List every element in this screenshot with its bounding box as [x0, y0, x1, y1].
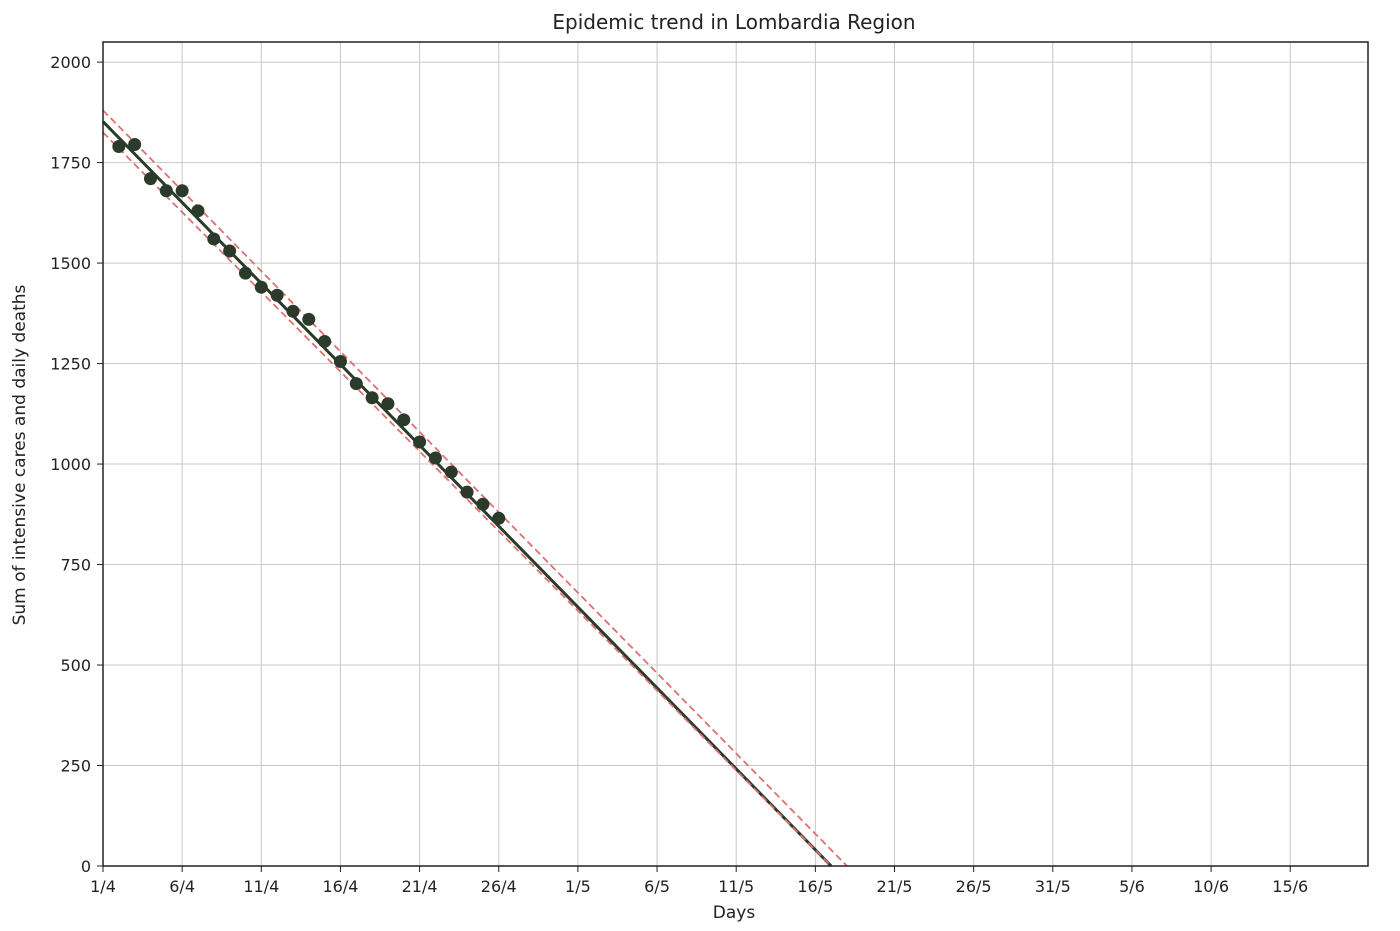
data-point [381, 397, 395, 411]
data-point [143, 172, 157, 186]
data-point [128, 137, 142, 151]
x-tick-label: 1/5 [565, 877, 591, 896]
data-point [349, 377, 363, 391]
x-tick-label: 16/5 [797, 877, 833, 896]
data-point [428, 451, 442, 465]
y-tick-label: 1250 [50, 355, 91, 374]
data-point [302, 312, 316, 326]
x-tick-label: 1/4 [90, 877, 116, 896]
y-tick-label: 2000 [50, 53, 91, 72]
x-tick-label: 10/6 [1193, 877, 1229, 896]
plot-frame [102, 41, 1369, 867]
x-tick-label: 11/4 [243, 877, 279, 896]
data-point [286, 304, 300, 318]
grid [102, 42, 1368, 867]
data-point [191, 204, 205, 218]
data-point [270, 288, 284, 302]
x-axis-label: Days [713, 903, 756, 923]
data-point [397, 413, 411, 427]
x-tick-label: 15/6 [1272, 877, 1308, 896]
y-tick-label: 750 [60, 556, 91, 575]
x-tick-label: 6/5 [644, 877, 670, 896]
confidence-band-line [102, 109, 848, 867]
data-point [444, 465, 458, 479]
data-point [460, 485, 474, 499]
x-tick-label: 21/5 [877, 877, 913, 896]
data-point [112, 140, 126, 154]
x-tick-label: 11/5 [718, 877, 754, 896]
x-tick-label: 16/4 [322, 877, 358, 896]
data-point [476, 497, 490, 511]
y-tick-label: 250 [60, 757, 91, 776]
data-point [207, 232, 221, 246]
x-tick-label: 5/6 [1119, 877, 1145, 896]
y-tick-label: 1750 [50, 154, 91, 173]
data-point [318, 334, 332, 348]
x-axis: 1/4 6/4 11/4 16/4 21/4 26/4 1/5 6/5 11/5 16/5 21/5… [90, 866, 1308, 896]
x-tick-label: 6/4 [169, 877, 195, 896]
data-point [238, 266, 252, 280]
y-tick-label: 500 [60, 656, 91, 675]
data-point [365, 391, 379, 405]
y-tick-label: 0 [81, 857, 91, 876]
data-point [492, 511, 506, 525]
x-tick-label: 26/5 [956, 877, 992, 896]
y-axis: 0 250 500 750 1000 1250 1500 1750 2000 [50, 53, 103, 876]
x-tick-label: 31/5 [1035, 877, 1071, 896]
y-axis-label: Sum of intensive cares and daily deaths [10, 284, 30, 625]
data-point [223, 244, 237, 258]
y-tick-label: 1000 [50, 455, 91, 474]
data-point [413, 435, 427, 449]
data-point [175, 184, 189, 198]
x-tick-label: 26/4 [481, 877, 517, 896]
x-tick-label: 21/4 [402, 877, 438, 896]
data-point [254, 280, 268, 294]
plot-series [101, 109, 848, 868]
confidence-band-line [102, 131, 832, 867]
y-tick-label: 1500 [50, 254, 91, 273]
data-point [159, 184, 173, 198]
data-point [333, 355, 347, 369]
chart-title: Epidemic trend in Lombardia Region [552, 10, 915, 34]
